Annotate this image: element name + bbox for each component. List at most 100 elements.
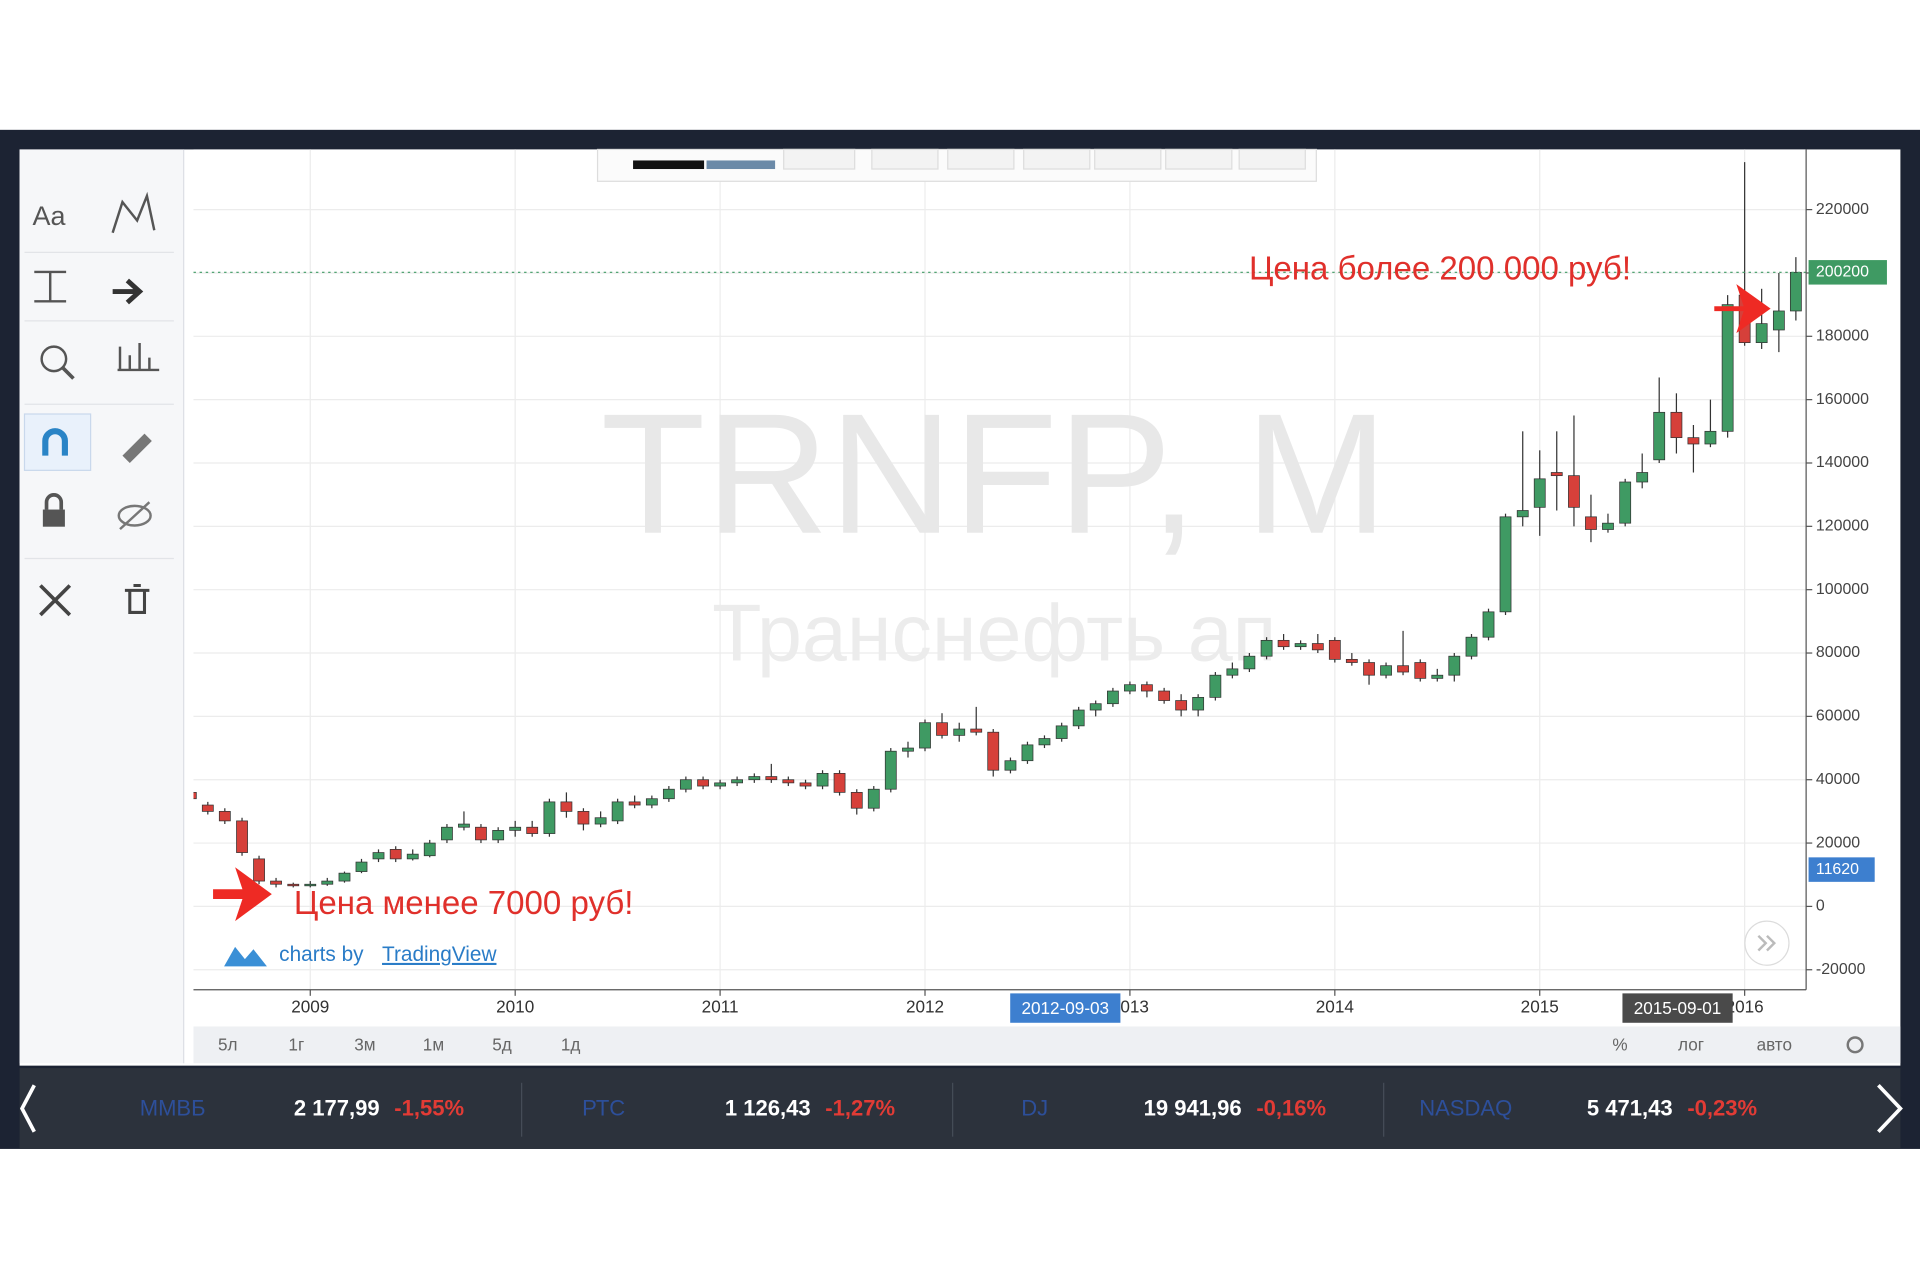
candle-body xyxy=(338,872,351,882)
candle-body xyxy=(253,858,265,882)
candle-body xyxy=(1772,310,1785,331)
text-tool[interactable]: Aa xyxy=(33,201,66,231)
candle-body xyxy=(1550,472,1563,477)
candle-body xyxy=(1380,665,1392,676)
candle-body xyxy=(611,801,624,822)
candle-body xyxy=(1277,639,1290,648)
pencil-tool[interactable] xyxy=(122,433,152,464)
candle-body xyxy=(1431,674,1444,679)
arrow-tool[interactable] xyxy=(112,278,144,305)
candle-body xyxy=(372,852,385,860)
ticker-price: 2 177,99 xyxy=(294,1096,380,1121)
candle-body xyxy=(953,728,966,736)
candle-body xyxy=(1465,636,1478,657)
ticker-name[interactable]: NASDAQ xyxy=(1419,1096,1512,1121)
ticker-prev[interactable] xyxy=(19,1084,36,1133)
candle-body xyxy=(526,826,539,834)
crosshair-date-box xyxy=(1010,993,1121,1023)
y-tick-label: 0 xyxy=(1816,898,1825,915)
candle-body xyxy=(1653,411,1666,461)
candle-body xyxy=(287,883,300,887)
timeframe-button[interactable]: 1г xyxy=(288,1035,304,1055)
crosshair-price-box xyxy=(1808,857,1875,882)
settings-tool[interactable] xyxy=(39,584,72,617)
candle-body xyxy=(1124,684,1136,692)
timeframe-button[interactable]: 3м xyxy=(354,1035,375,1055)
timeframe-button[interactable]: 1д xyxy=(561,1035,581,1055)
lock-tool[interactable] xyxy=(42,509,65,527)
ticker-change: -0,23% xyxy=(1687,1096,1757,1121)
branding-link[interactable]: TradingView xyxy=(382,943,497,966)
candle-body xyxy=(1243,655,1256,670)
candle-body xyxy=(748,776,761,781)
scale-button[interactable]: лог xyxy=(1678,1035,1704,1055)
delete-tool[interactable] xyxy=(124,583,150,614)
candle-body xyxy=(389,849,402,860)
y-tick-label: 60000 xyxy=(1816,708,1860,725)
candle-body xyxy=(816,773,829,787)
candle-body xyxy=(1568,475,1580,508)
ticker-change: -1,55% xyxy=(394,1096,464,1121)
last-price-label: 200200 xyxy=(1816,264,1869,281)
magnet-tool[interactable] xyxy=(23,413,92,471)
ticker-change: -1,27% xyxy=(825,1096,895,1121)
timeframe-button[interactable]: 5д xyxy=(492,1035,512,1055)
ticker-price: 19 941,96 xyxy=(1144,1096,1242,1121)
candle-body xyxy=(1055,725,1068,739)
candle-body xyxy=(1533,478,1546,508)
ruler-tool[interactable] xyxy=(117,342,160,372)
y-tick-label: 220000 xyxy=(1816,201,1869,218)
x-tick-label: 2012 xyxy=(906,997,944,1017)
candle-body xyxy=(423,842,436,857)
ticker-name[interactable]: РТС xyxy=(582,1096,625,1121)
candle-body xyxy=(662,788,675,800)
candle-body xyxy=(1687,437,1700,445)
candle-body xyxy=(1192,696,1205,711)
candle-body xyxy=(765,776,778,781)
candle-body xyxy=(1670,411,1683,439)
ticker-change: -0,16% xyxy=(1256,1096,1326,1121)
y-tick-label: -20000 xyxy=(1816,961,1866,978)
left-toolbar: Aa xyxy=(19,149,185,1064)
plot-area xyxy=(193,149,1807,990)
scale-button[interactable]: % xyxy=(1612,1035,1627,1055)
candle-body xyxy=(1141,684,1153,692)
scale-button[interactable]: авто xyxy=(1757,1035,1792,1055)
zoom-tool[interactable] xyxy=(40,345,68,373)
x-tick-label: 2010 xyxy=(496,997,534,1017)
candle-body xyxy=(193,792,197,800)
settings-button[interactable] xyxy=(1846,1036,1864,1054)
candle-body xyxy=(201,804,214,812)
ticker-next[interactable] xyxy=(1877,1083,1903,1134)
candle-body xyxy=(782,779,795,784)
timeframe-button[interactable]: 1м xyxy=(423,1035,444,1055)
candle-body xyxy=(543,801,556,834)
candle-body xyxy=(628,801,641,806)
y-tick-label: 120000 xyxy=(1816,518,1869,535)
timeframes: 5л 1г 3м 1м 5д 1д xyxy=(218,1035,580,1055)
candle-body xyxy=(833,773,846,793)
candle-body xyxy=(1175,700,1188,711)
y-tick-label: 20000 xyxy=(1816,834,1860,851)
candle-body xyxy=(1021,744,1034,762)
candle-body xyxy=(936,722,948,736)
crosshair-price-label: 11620 xyxy=(1816,861,1859,878)
ticker-name[interactable]: DJ xyxy=(1021,1096,1048,1121)
candle-body xyxy=(1704,430,1717,445)
candle-body xyxy=(577,811,590,825)
annotation-low: Цена менее 7000 руб! xyxy=(294,885,634,922)
candle-body xyxy=(1619,481,1632,524)
measure-tool[interactable] xyxy=(34,270,67,303)
ticker-name[interactable]: ММВБ xyxy=(140,1096,206,1121)
y-tick-label: 80000 xyxy=(1816,644,1860,661)
candle-body xyxy=(492,830,505,841)
candle-body xyxy=(1516,510,1529,518)
pattern-tool[interactable] xyxy=(111,191,156,234)
timeframe-button[interactable]: 5л xyxy=(218,1035,238,1055)
hide-tool[interactable] xyxy=(117,504,152,527)
y-tick-label: 160000 xyxy=(1816,391,1869,408)
candle-body xyxy=(1602,522,1614,530)
watermark-title: TRNFP, M xyxy=(601,379,1388,570)
candle-body xyxy=(645,798,658,806)
